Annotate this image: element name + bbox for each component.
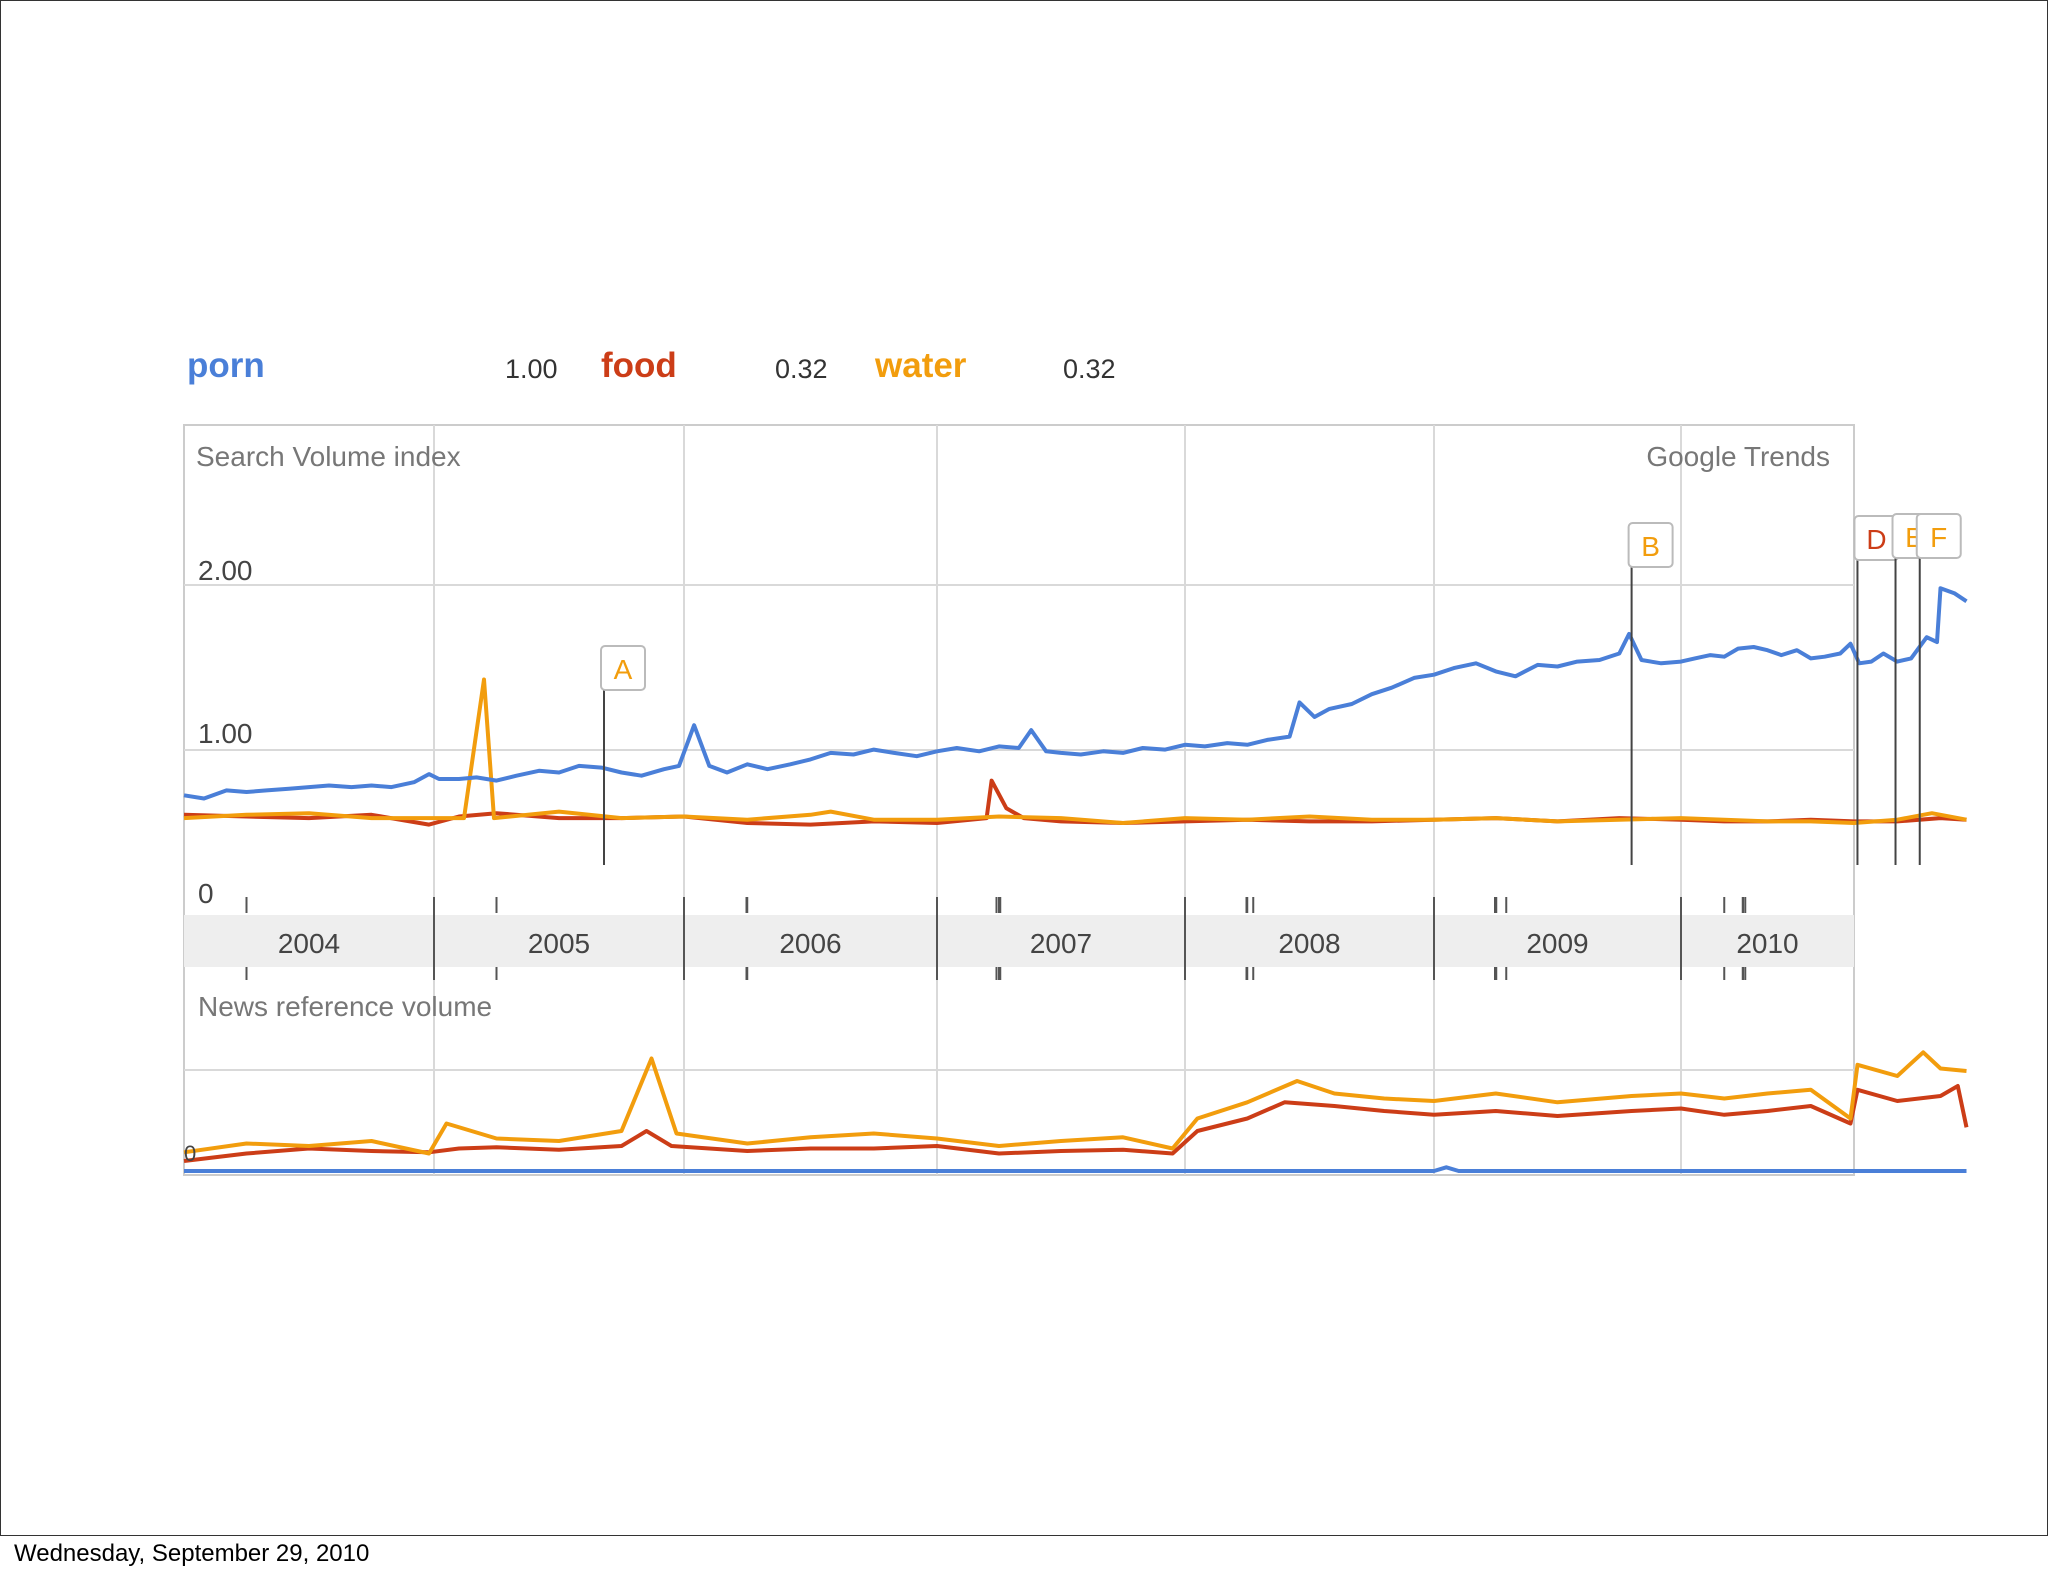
news-series	[183, 1050, 1969, 1173]
google-trends-brand: Google Trends	[1646, 441, 1830, 472]
x-tick-label: 2010	[1736, 928, 1798, 959]
legend: porn 1.00 food 0.32 water 0.32	[187, 346, 1187, 396]
series-line-porn	[183, 586, 1968, 801]
search-volume-title: Search Volume index	[196, 441, 461, 472]
search-series	[183, 586, 1968, 827]
month-ticks	[245, 897, 1747, 980]
footer-date: Wednesday, September 29, 2010	[14, 1540, 370, 1567]
annotation-label-B: B	[1641, 531, 1660, 562]
series-line-water	[183, 1050, 1967, 1156]
legend-average-food: 0.32	[775, 354, 828, 384]
x-tick-label: 2007	[1030, 928, 1092, 959]
x-tick-label: 2005	[528, 928, 590, 959]
year-band	[184, 915, 1854, 967]
legend-term-food[interactable]: food	[601, 346, 677, 385]
annotation-label-F: F	[1930, 522, 1947, 553]
y-tick-label-2: 2.00	[198, 555, 253, 586]
annotation-flag-F[interactable]	[1915, 513, 1962, 559]
event-annotations: AB D E F	[600, 513, 1962, 865]
x-tick-label: 2009	[1526, 928, 1588, 959]
series-line-food	[183, 1084, 1969, 1163]
chart-frame	[183, 424, 1855, 1176]
x-tick-label: 2004	[278, 928, 340, 959]
annotation-label-D: D	[1866, 524, 1886, 555]
annotation-flag-B[interactable]	[1627, 522, 1674, 568]
chart-grid	[184, 425, 1854, 1175]
annotation-flag-A[interactable]	[600, 645, 646, 691]
legend-term-porn[interactable]: porn	[187, 346, 265, 385]
x-tick-label: 2008	[1278, 928, 1340, 959]
y-tick-label-0: 0	[198, 878, 214, 909]
year-labels: 2004 2005 2006 2007 2008 2009 2010	[278, 928, 1799, 959]
news-volume-title: News reference volume	[198, 991, 492, 1022]
legend-average-water: 0.32	[1063, 354, 1116, 384]
series-line-porn	[184, 1165, 1967, 1173]
series-line-water	[183, 677, 1967, 825]
x-tick-label: 2006	[779, 928, 841, 959]
news-y-tick-label-0: 0	[184, 1141, 196, 1166]
legend-term-water[interactable]: water	[875, 346, 967, 385]
legend-average-porn: 1.00	[505, 354, 558, 384]
annotation-label-A: A	[614, 654, 633, 685]
y-tick-label-1: 1.00	[198, 718, 253, 749]
